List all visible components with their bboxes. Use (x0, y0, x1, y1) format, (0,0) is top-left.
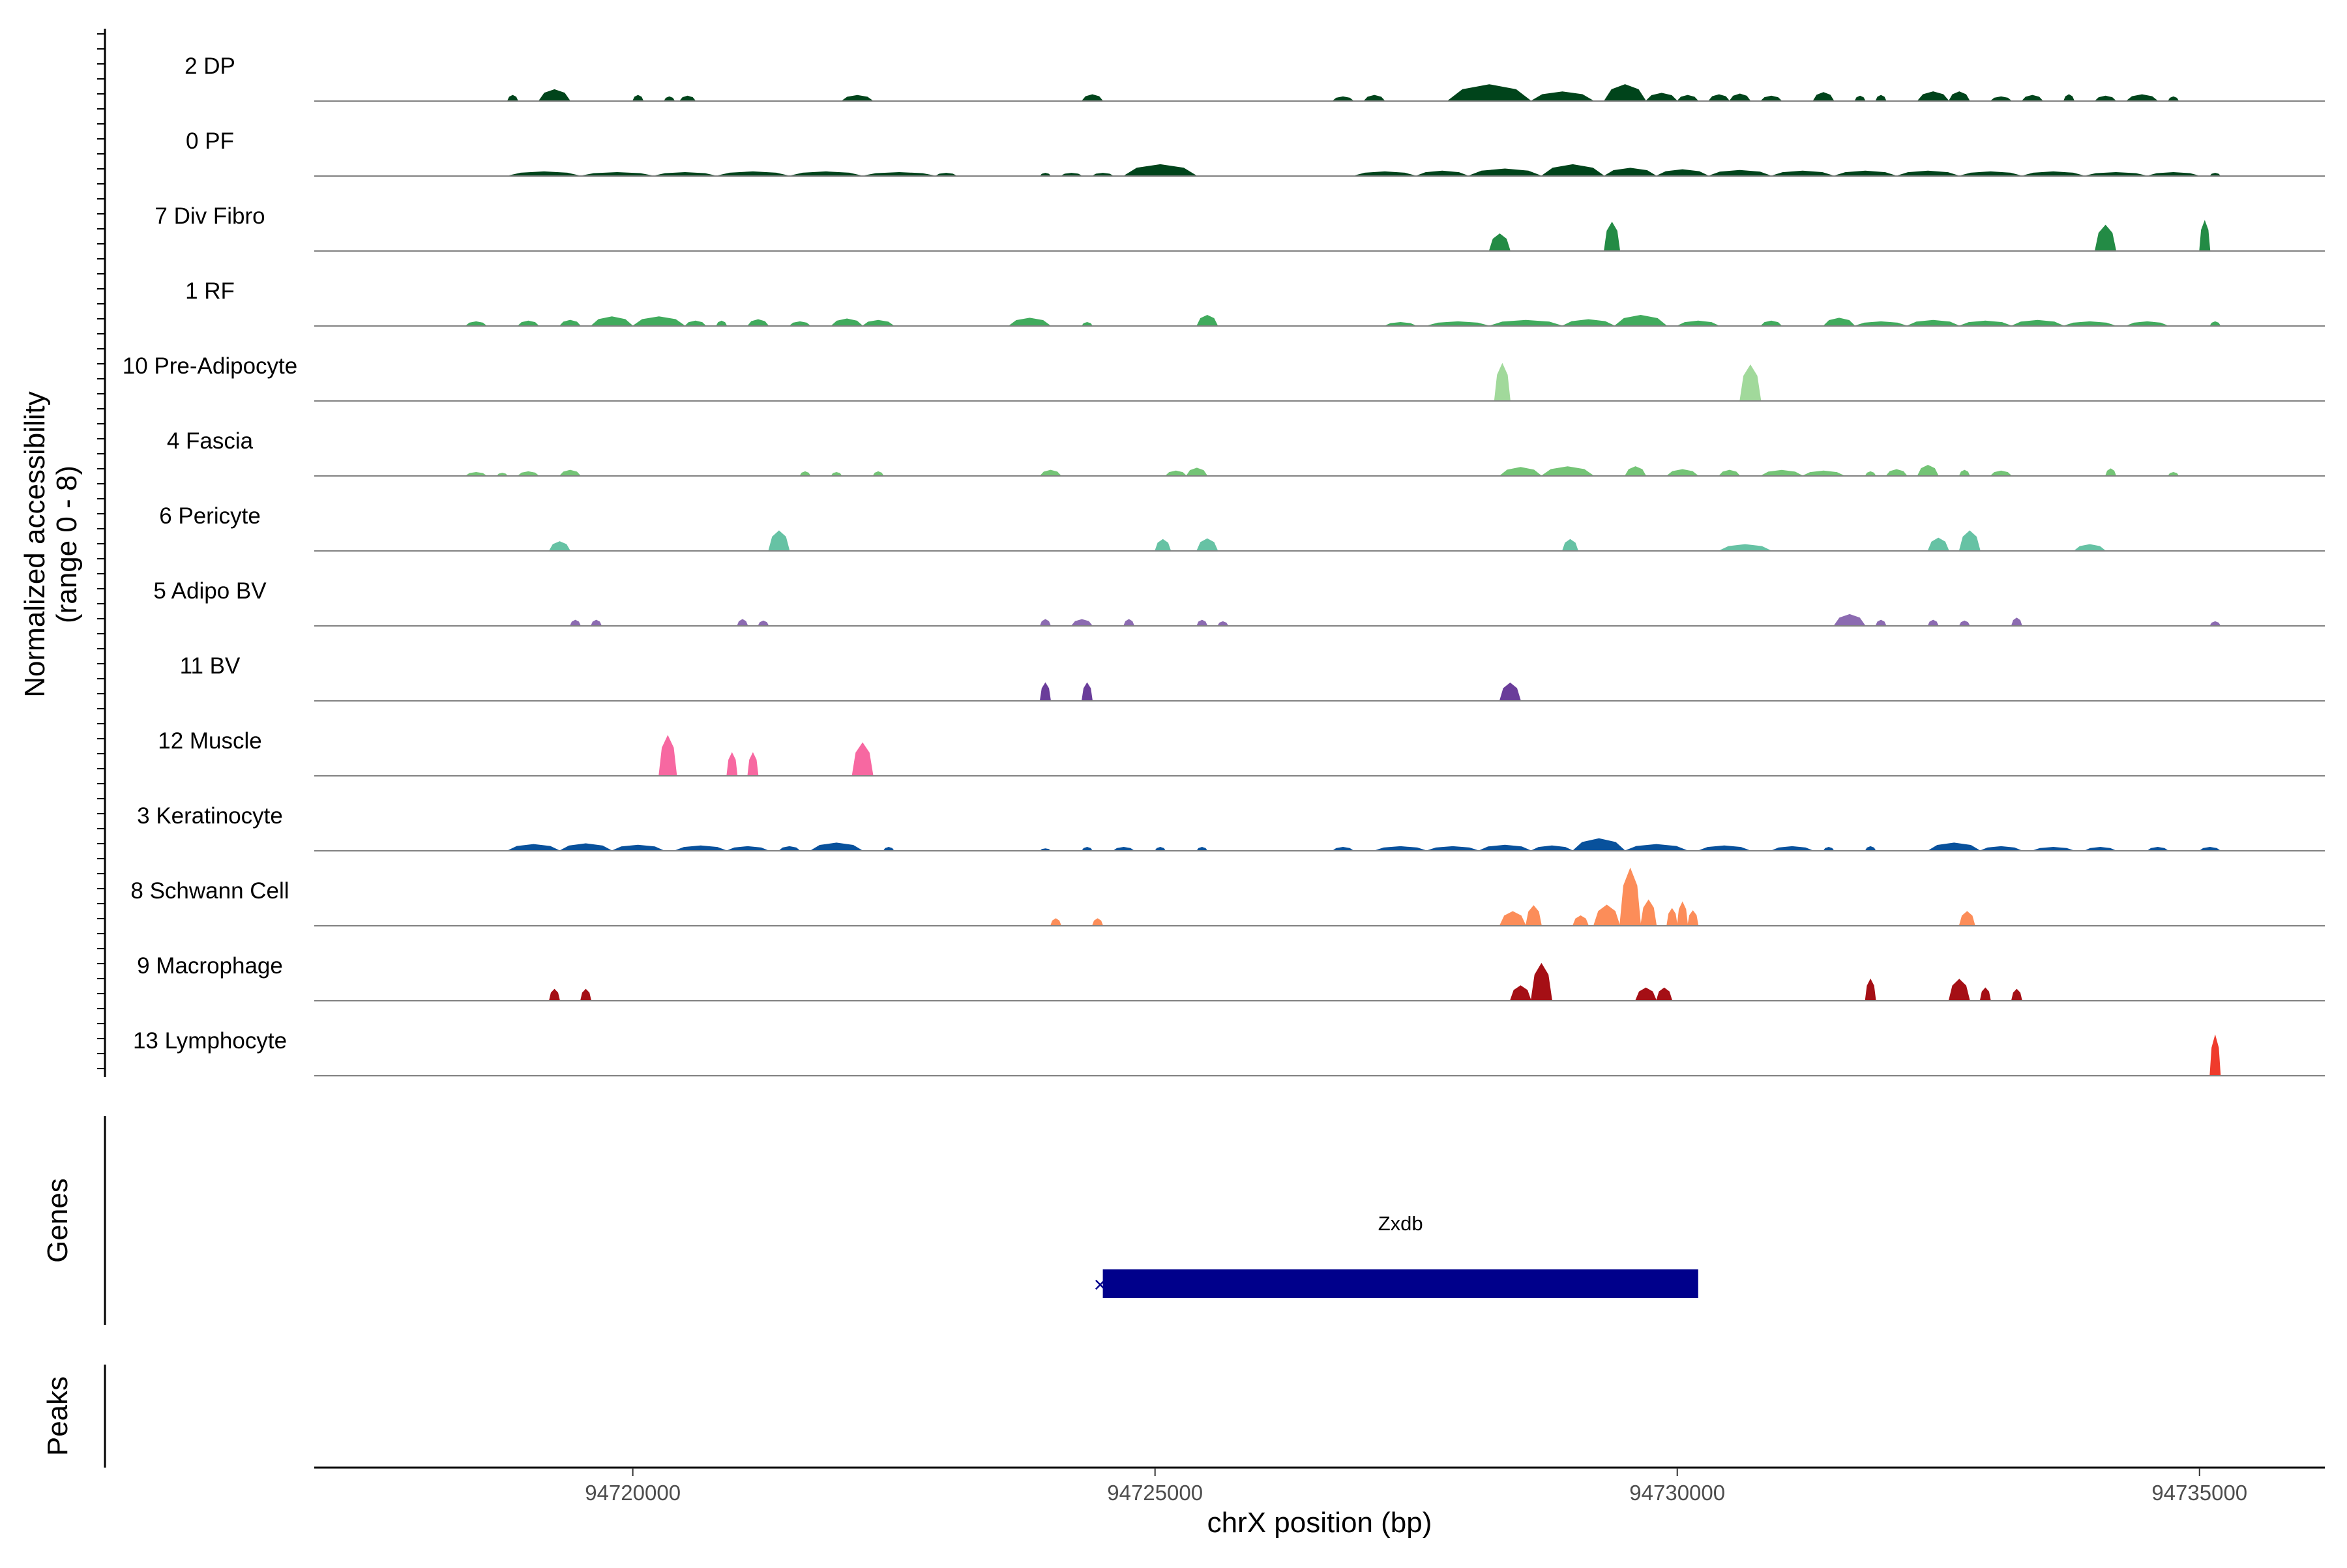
genes-panel-title: Genes (42, 1178, 74, 1263)
track-label: 4 Fascia (167, 428, 254, 454)
track-label: 2 DP (185, 53, 235, 79)
x-axis-ticks: 94720000 94725000 94730000 94735000 (585, 1468, 2247, 1505)
track-label: 7 Div Fibro (155, 203, 265, 229)
y-axis-title-line2: (range 0 - 8) (51, 466, 83, 623)
track-label: 6 Pericyte (159, 503, 261, 529)
track-label: 5 Adipo BV (153, 578, 267, 604)
coverage-tracks: 2 DP 0 PF 7 Div Fibro 1 RF 10 Pre-Adipocyte 4… (123, 53, 2325, 1076)
gene-label: Zxdb (1378, 1212, 1423, 1235)
x-tick-label: 94720000 (585, 1481, 681, 1505)
track-label: 11 BV (180, 653, 241, 679)
x-tick-label: 94725000 (1107, 1481, 1203, 1505)
track-label: 0 PF (186, 128, 234, 154)
x-axis-title: chrX position (bp) (1207, 1507, 1432, 1539)
track-label: 1 RF (185, 278, 235, 304)
gene-strand-marker: × (1094, 1273, 1107, 1297)
x-tick-label: 94730000 (1629, 1481, 1725, 1505)
track-label: 12 Muscle (158, 728, 262, 754)
y-axis-title-line1: Normalized accessibility (19, 391, 51, 697)
x-tick-label: 94735000 (2151, 1481, 2247, 1505)
peaks-panel-title: Peaks (42, 1376, 74, 1456)
gene-body (1102, 1269, 1698, 1298)
coverage-y-ticks (97, 33, 105, 1069)
track-label: 8 Schwann Cell (130, 878, 289, 904)
track-label: 10 Pre-Adipocyte (123, 353, 297, 379)
track-label: 13 Lymphocyte (133, 1028, 287, 1054)
track-label: 3 Keratinocyte (137, 803, 283, 829)
track-label: 9 Macrophage (137, 953, 283, 979)
